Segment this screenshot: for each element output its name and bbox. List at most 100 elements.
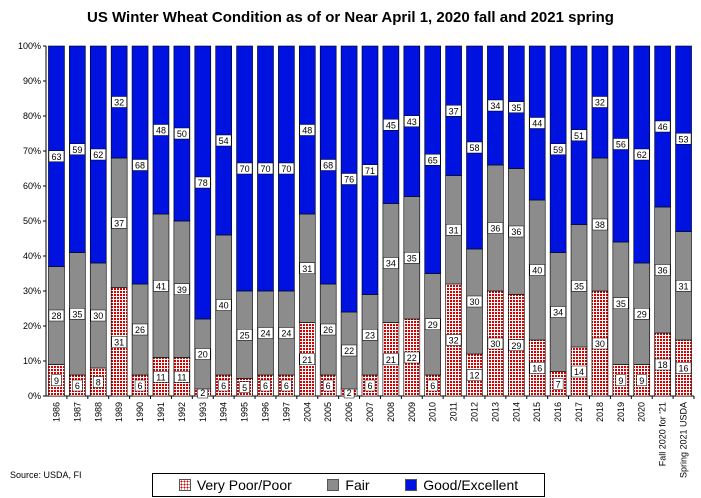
data-label-good: 50 bbox=[177, 129, 187, 139]
data-label-good: 43 bbox=[407, 117, 417, 127]
legend-item-fair: Fair bbox=[327, 477, 370, 493]
data-label-poor: 6 bbox=[75, 381, 80, 391]
data-label-box bbox=[508, 101, 525, 113]
data-label-fair: 20 bbox=[198, 350, 208, 360]
data-label-box bbox=[571, 365, 587, 378]
data-label-poor: 32 bbox=[449, 336, 459, 346]
data-label-good: 71 bbox=[365, 166, 375, 176]
data-label-poor: 16 bbox=[532, 364, 542, 374]
x-tick-label: 2012 bbox=[470, 402, 480, 422]
data-label-box bbox=[633, 148, 650, 161]
data-label-poor: 6 bbox=[430, 381, 435, 391]
data-label-box bbox=[174, 371, 190, 383]
data-label-fair: 23 bbox=[365, 330, 375, 340]
y-tick-label: 80% bbox=[23, 111, 41, 121]
data-label-box bbox=[278, 327, 295, 339]
legend-label: Fair bbox=[345, 477, 370, 493]
data-label-box bbox=[675, 280, 692, 292]
data-label-box bbox=[487, 222, 504, 234]
data-label-box bbox=[93, 376, 104, 388]
data-label-box bbox=[299, 124, 316, 136]
y-tick-label: 40% bbox=[23, 251, 41, 261]
data-label-box bbox=[592, 218, 608, 231]
x-tick-label: 1991 bbox=[156, 402, 166, 422]
data-label-box bbox=[132, 323, 148, 336]
data-label-box bbox=[364, 379, 376, 392]
data-label-box bbox=[299, 262, 316, 274]
data-label-box bbox=[654, 120, 671, 133]
data-label-poor: 6 bbox=[326, 381, 331, 391]
data-label-poor: 9 bbox=[639, 376, 644, 386]
data-label-poor: 6 bbox=[221, 381, 226, 391]
x-tick-label: Spring 2021 USDA bbox=[679, 402, 689, 478]
data-label-good: 58 bbox=[470, 143, 480, 153]
chart-title: US Winter Wheat Condition as of or Near … bbox=[87, 9, 614, 26]
data-label-poor: 31 bbox=[114, 337, 124, 347]
y-tick-label: 100% bbox=[18, 41, 41, 51]
x-tick-label: 2009 bbox=[407, 402, 417, 422]
data-label-good: 68 bbox=[135, 161, 145, 171]
data-label-box bbox=[362, 329, 378, 341]
data-label-box bbox=[48, 150, 65, 162]
data-label-good: 70 bbox=[240, 164, 250, 174]
data-label-fair: 35 bbox=[616, 299, 626, 309]
y-tick-label: 0% bbox=[28, 391, 41, 401]
data-label-box bbox=[257, 162, 274, 175]
data-label-fair: 30 bbox=[470, 297, 480, 307]
data-label-fair: 31 bbox=[449, 225, 459, 235]
data-label-box bbox=[529, 362, 545, 374]
data-label-good: 48 bbox=[156, 126, 166, 136]
data-label-poor: 21 bbox=[302, 355, 312, 365]
x-tick-label: 1995 bbox=[240, 402, 250, 422]
data-label-box bbox=[404, 351, 420, 364]
data-label-box bbox=[111, 217, 127, 229]
data-label-poor: 9 bbox=[54, 376, 59, 386]
y-tick-label: 20% bbox=[23, 321, 41, 331]
data-label-poor: 29 bbox=[511, 341, 521, 351]
data-label-fair: 26 bbox=[135, 325, 145, 335]
data-label-box bbox=[654, 358, 671, 371]
data-label-poor: 16 bbox=[679, 364, 689, 374]
data-label-poor: 11 bbox=[156, 372, 165, 382]
data-label-good: 48 bbox=[302, 126, 312, 136]
data-label-box bbox=[215, 299, 232, 311]
x-tick-label: 2007 bbox=[365, 402, 375, 422]
data-label-box bbox=[424, 318, 441, 330]
data-label-box bbox=[383, 353, 399, 365]
data-label-box bbox=[257, 327, 274, 339]
data-label-box bbox=[636, 374, 647, 386]
data-label-box bbox=[69, 308, 86, 320]
data-label-box bbox=[153, 280, 169, 292]
data-label-fair: 39 bbox=[177, 285, 187, 295]
data-label-good: 32 bbox=[595, 98, 605, 108]
data-label-fair: 26 bbox=[323, 325, 333, 335]
x-tick-label: 2014 bbox=[511, 402, 521, 422]
data-label-box bbox=[195, 176, 211, 189]
legend: Very Poor/Poor Fair Good/Excellent bbox=[152, 473, 545, 497]
data-label-good: 62 bbox=[93, 150, 103, 160]
data-label-box bbox=[134, 379, 146, 392]
data-label-poor: 2 bbox=[200, 388, 205, 398]
data-label-box bbox=[278, 162, 295, 175]
data-label-box bbox=[90, 148, 107, 161]
data-label-good: 45 bbox=[386, 120, 396, 130]
legend-label: Very Poor/Poor bbox=[196, 477, 292, 493]
data-label-box bbox=[675, 133, 692, 145]
data-label-box bbox=[466, 295, 483, 308]
x-tick-label: 2011 bbox=[449, 402, 459, 421]
x-tick-label: 2020 bbox=[637, 402, 647, 422]
data-label-fair: 36 bbox=[511, 227, 521, 237]
data-label-fair: 35 bbox=[407, 253, 417, 263]
data-label-fair: 31 bbox=[302, 264, 312, 274]
data-label-box bbox=[654, 264, 671, 276]
data-label-box bbox=[466, 141, 483, 154]
legend-label: Good/Excellent bbox=[423, 477, 519, 493]
data-label-poor: 9 bbox=[618, 376, 623, 386]
data-label-box bbox=[174, 283, 190, 295]
data-label-good: 37 bbox=[449, 106, 459, 116]
data-label-box bbox=[236, 162, 253, 175]
data-label-good: 35 bbox=[511, 103, 521, 113]
data-label-box bbox=[613, 297, 629, 309]
data-label-good: 62 bbox=[637, 150, 647, 160]
